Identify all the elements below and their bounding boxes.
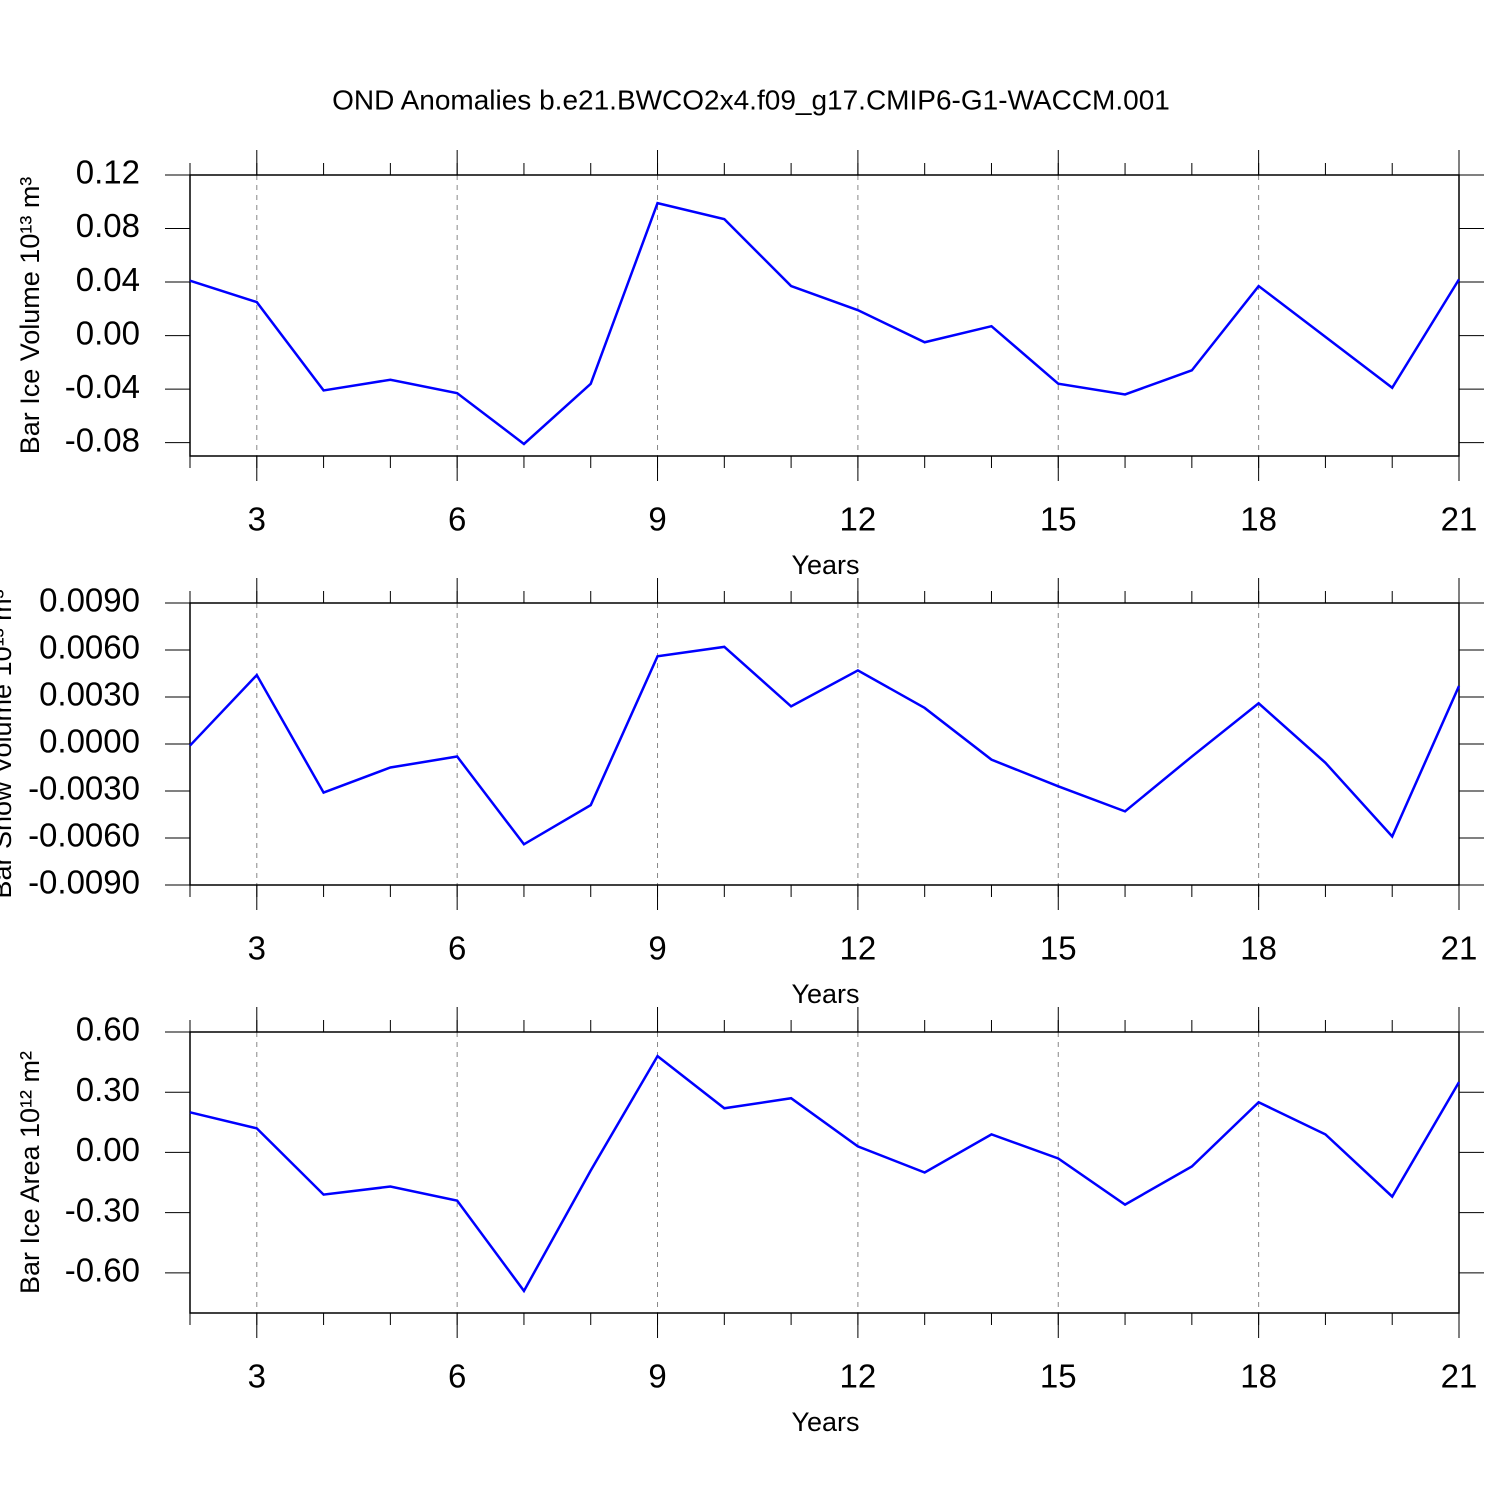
y-tick-label: 0.60 (76, 1011, 140, 1048)
y-tick-label: 0.30 (76, 1071, 140, 1108)
y-tick-label: 0.00 (76, 314, 140, 351)
plot-frame (189, 174, 1460, 457)
y-tick-label: -0.60 (65, 1252, 140, 1289)
y-axis-title: Bar Ice Volume 10¹³ m³ (15, 177, 45, 455)
x-tick-label: 9 (648, 930, 666, 967)
y-tick-label: -0.04 (65, 368, 140, 405)
x-tick-label: 18 (1240, 930, 1277, 967)
y-tick-label: 0.0030 (39, 676, 140, 713)
x-tick-label: 3 (248, 501, 266, 538)
data-line (189, 645, 1461, 846)
x-tick-label: 18 (1240, 1358, 1277, 1395)
x-axis-title: Years (791, 550, 859, 580)
y-axis-title: Bar Snow Volume 10¹³ m³ (0, 589, 17, 898)
x-tick-label: 12 (840, 930, 877, 967)
x-tick-label: 9 (648, 1358, 666, 1395)
y-tick-label: -0.08 (65, 421, 140, 458)
x-tick-label: 21 (1441, 930, 1478, 967)
x-tick-label: 6 (448, 930, 466, 967)
y-tick-label: 0.00 (76, 1131, 140, 1168)
x-tick-label: 9 (648, 501, 666, 538)
y-tick-label: -0.0030 (28, 770, 140, 807)
x-tick-label: 15 (1040, 501, 1077, 538)
data-line (189, 201, 1461, 446)
x-tick-label: 21 (1441, 1358, 1478, 1395)
x-tick-label: 3 (248, 930, 266, 967)
y-tick-label: 0.12 (76, 154, 140, 191)
chart-title: OND Anomalies b.e21.BWCO2x4.f09_g17.CMIP… (332, 84, 1170, 115)
y-axis-title: Bar Ice Area 10¹² m² (15, 1051, 45, 1294)
y-tick-label: 0.0090 (39, 582, 140, 619)
y-tick-label: -0.0090 (28, 864, 140, 901)
x-tick-label: 12 (840, 501, 877, 538)
y-tick-label: -0.0060 (28, 817, 140, 854)
x-axis-title: Years (791, 979, 859, 1009)
y-tick-label: 0.0000 (39, 723, 140, 760)
data-line (189, 1054, 1461, 1294)
x-tick-label: 3 (248, 1358, 266, 1395)
y-tick-label: 0.04 (76, 261, 140, 298)
x-tick-label: 15 (1040, 1358, 1077, 1395)
x-tick-label: 6 (448, 1358, 466, 1395)
x-tick-label: 18 (1240, 501, 1277, 538)
x-tick-label: 6 (448, 501, 466, 538)
y-tick-label: 0.0060 (39, 629, 140, 666)
y-tick-label: 0.08 (76, 207, 140, 244)
plot-frame (189, 1031, 1460, 1314)
x-axis-title: Years (791, 1407, 859, 1437)
x-tick-label: 21 (1441, 501, 1478, 538)
x-tick-label: 12 (840, 1358, 877, 1395)
x-tick-label: 15 (1040, 930, 1077, 967)
y-tick-label: -0.30 (65, 1191, 140, 1228)
